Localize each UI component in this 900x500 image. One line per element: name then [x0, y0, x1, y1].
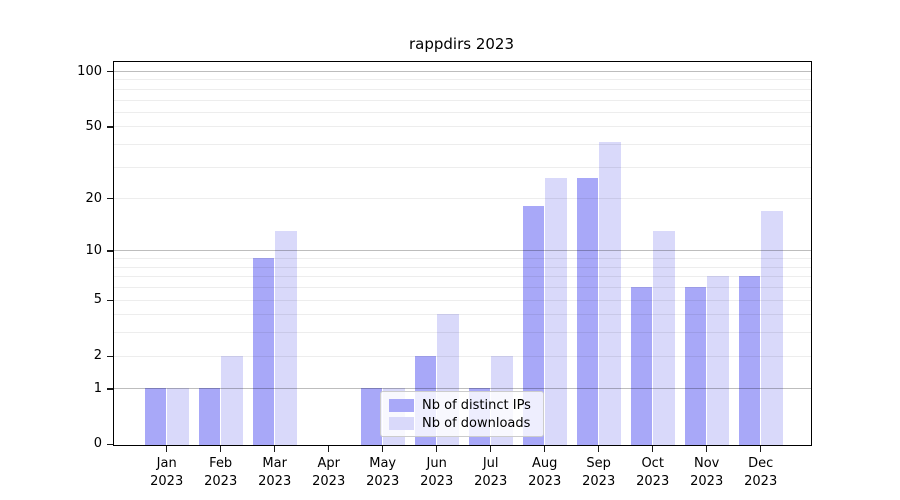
bar-distinct-ips-feb	[198, 388, 221, 445]
y-tick-mark	[106, 71, 113, 73]
bar-distinct-ips-oct	[630, 287, 653, 445]
x-tick-mark	[652, 445, 654, 453]
y-tick-label: 2	[93, 348, 102, 364]
y-tick-mark	[106, 299, 113, 301]
legend-swatch-downloads	[389, 416, 414, 430]
x-tick-mark	[706, 445, 708, 453]
gridline-minor	[114, 88, 811, 90]
chart-title: rappdirs 2023	[408, 35, 514, 53]
x-tick-label: Jun 2023	[420, 456, 454, 489]
bar-distinct-ips-may	[360, 388, 383, 445]
bar-downloads-nov	[707, 276, 729, 445]
legend-entry-downloads: Nb of downloads	[389, 416, 535, 431]
bar-downloads-oct	[653, 230, 675, 445]
x-tick-mark	[436, 445, 438, 453]
y-tick-label: 5	[93, 292, 102, 307]
gridline-major	[114, 250, 811, 252]
x-tick-label: Apr 2023	[312, 456, 346, 489]
x-tick-label: Nov 2023	[690, 456, 724, 489]
x-tick-mark	[382, 445, 384, 453]
gridline-minor	[114, 198, 811, 200]
x-tick-label: Aug 2023	[528, 456, 562, 489]
x-tick-label: Oct 2023	[636, 456, 670, 489]
bar-distinct-ips-sep	[576, 177, 599, 445]
bar-distinct-ips-dec	[738, 276, 761, 445]
bar-downloads-dec	[761, 210, 783, 445]
x-tick-mark	[760, 445, 762, 453]
x-tick-label: Dec 2023	[744, 456, 778, 489]
y-tick-mark	[106, 198, 113, 200]
x-tick-label: Mar 2023	[258, 456, 292, 489]
x-tick-mark	[220, 445, 222, 453]
gridline-minor	[114, 258, 811, 260]
bar-downloads-aug	[545, 177, 567, 445]
gridline-minor	[114, 266, 811, 268]
gridline-minor	[114, 126, 811, 128]
y-tick-mark	[106, 355, 113, 357]
legend-label-distinct-ips: Nb of distinct IPs	[422, 397, 531, 413]
y-tick-label: 50	[85, 118, 102, 134]
x-tick-label: Jul 2023	[474, 456, 508, 489]
legend-entry-distinct-ips: Nb of distinct IPs	[389, 398, 535, 413]
x-tick-mark	[598, 445, 600, 453]
bar-downloads-feb	[221, 355, 243, 445]
x-tick-mark	[544, 445, 546, 453]
x-tick-mark	[490, 445, 492, 453]
y-tick-mark	[106, 443, 113, 446]
x-tick-mark	[274, 445, 276, 453]
gridline-minor	[114, 166, 811, 168]
x-tick-mark	[166, 445, 168, 453]
gridline-minor	[114, 99, 811, 101]
y-tick-label: 20	[85, 190, 102, 206]
gridline-minor	[114, 111, 811, 113]
bar-downloads-jan	[167, 388, 189, 445]
x-tick-label: Feb 2023	[204, 456, 238, 489]
y-tick-mark	[106, 126, 113, 128]
x-tick-label: Sep 2023	[582, 456, 616, 489]
y-tick-mark	[106, 250, 113, 252]
legend-swatch-distinct-ips	[389, 398, 414, 412]
y-tick-label: 10	[85, 242, 102, 258]
gridline-minor	[114, 79, 811, 81]
bar-distinct-ips-mar	[252, 258, 275, 445]
legend: Nb of distinct IPs Nb of downloads	[380, 391, 544, 437]
y-tick-label: 0	[93, 436, 102, 452]
x-tick-label: May 2023	[366, 456, 400, 489]
legend-label-downloads: Nb of downloads	[422, 415, 531, 431]
y-tick-label: 1	[93, 380, 102, 396]
bar-downloads-sep	[599, 142, 621, 445]
bar-downloads-mar	[275, 230, 297, 445]
bar-distinct-ips-jan	[144, 388, 167, 445]
plot-area: Nb of distinct IPs Nb of downloads 0 1 2 5 1…	[77, 61, 812, 489]
x-tick-mark	[328, 445, 330, 453]
y-tick-mark	[106, 388, 113, 390]
x-tick-label: Jan 2023	[150, 456, 184, 489]
bar-distinct-ips-aug	[522, 206, 545, 445]
gridline-minor	[114, 144, 811, 145]
y-tick-label: 100	[77, 63, 102, 79]
bar-distinct-ips-nov	[684, 287, 707, 445]
gridline-major	[114, 71, 811, 72]
